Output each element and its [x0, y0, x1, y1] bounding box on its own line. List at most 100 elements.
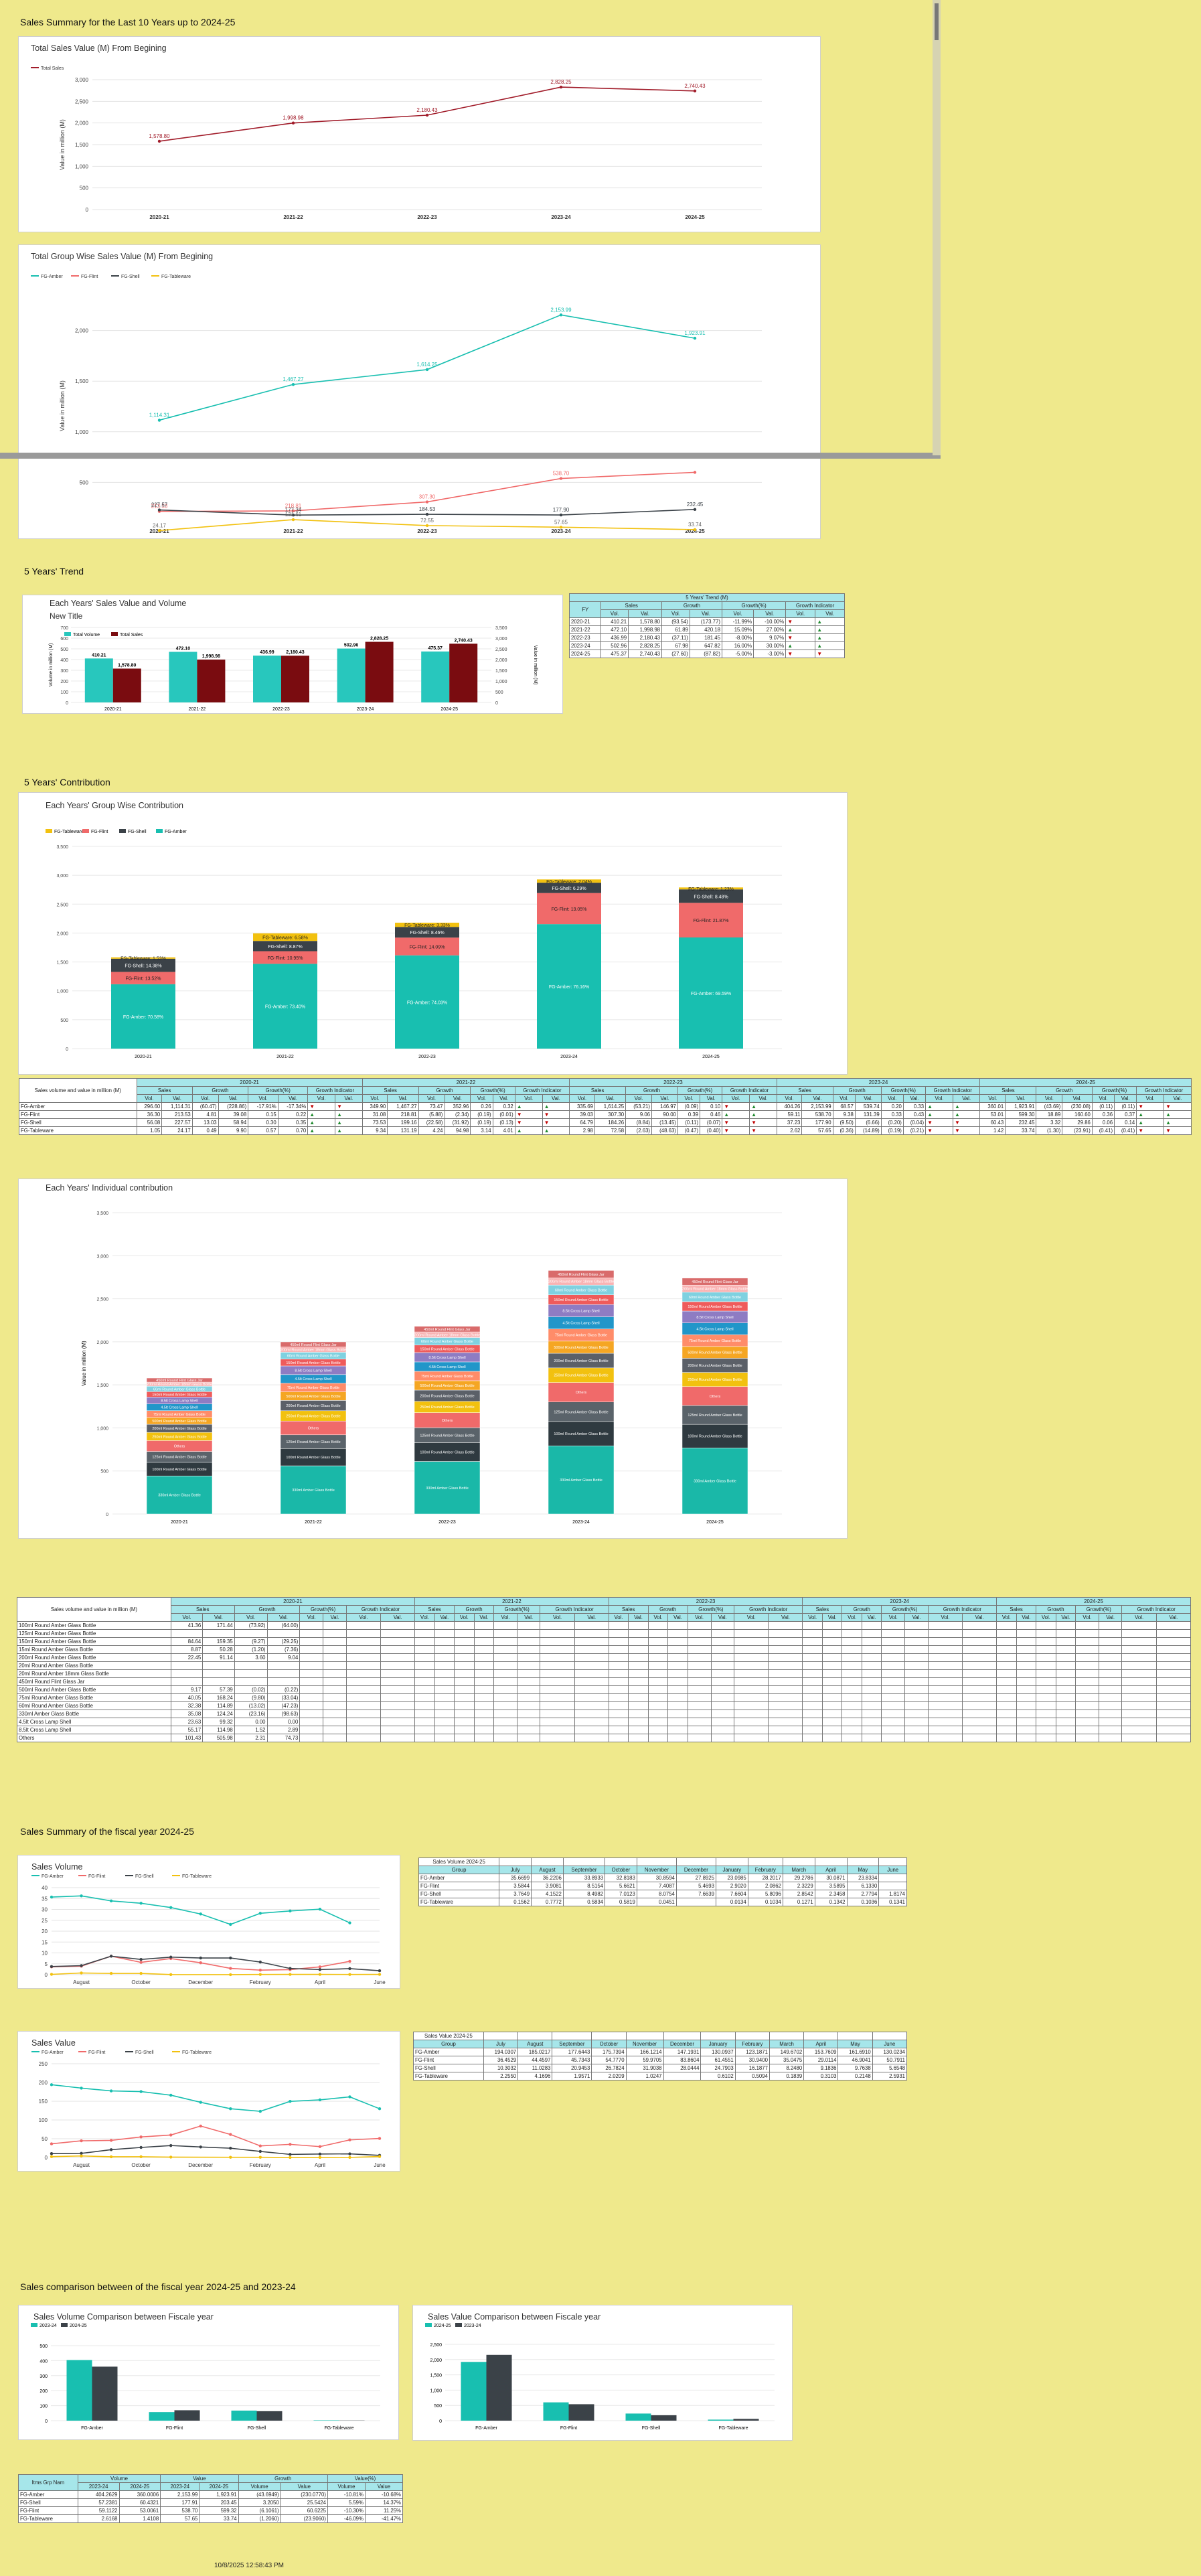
y2-tick-label: 3,500 — [495, 626, 507, 631]
cell: 2024-25 — [568, 650, 602, 658]
data-label: 1,578.80 — [149, 133, 170, 139]
segment-label: 200ml Round Amber 18mm Glass Bottle — [281, 1349, 346, 1353]
y-tick-label: 2,000 — [96, 1341, 108, 1345]
bar-2024-25 — [461, 2362, 487, 2421]
segment-label: 500ml Round Amber Glass Bottle — [688, 1351, 742, 1355]
data-label: 232.45 — [687, 502, 704, 508]
vertical-scrollbar-thumb[interactable] — [935, 3, 939, 40]
cell: 4.24 — [418, 1126, 445, 1135]
segment-label: 75ml Round Amber Glass Bottle — [287, 1386, 339, 1390]
stack-segment — [146, 1475, 213, 1515]
sub-header: Vol. — [470, 1094, 493, 1103]
cell: (6.1061) — [238, 2506, 281, 2515]
cell — [170, 1661, 204, 1670]
data-point — [258, 2149, 262, 2153]
cell: 1,578.80 — [628, 617, 662, 626]
stack-segment — [280, 1448, 347, 1466]
data-point — [291, 518, 295, 522]
sub-header: Val. — [1055, 1613, 1076, 1622]
data-point — [139, 1958, 143, 1961]
horizontal-scrollbar[interactable] — [0, 453, 941, 459]
stack-segment-fg-tableware — [395, 922, 459, 927]
cell: 8.5154 — [562, 1882, 606, 1890]
segment-label: 330ml Amber Glass Bottle — [426, 1487, 469, 1491]
sub-header: Vol. — [661, 609, 690, 618]
cell: 57.65 — [160, 2514, 200, 2523]
cell: (0.04) — [902, 1118, 927, 1127]
cell: 3.32 — [1036, 1118, 1063, 1127]
indicator: ▼ — [785, 617, 816, 626]
segment-label: Others — [308, 1426, 319, 1430]
cell: FG-Amber — [18, 2490, 78, 2499]
cell: 8.2480 — [769, 2064, 805, 2072]
cell: -41.47% — [364, 2514, 404, 2523]
segment-label: 200ml Round Amber 18mm Glass Bottle — [414, 1333, 480, 1337]
cell: 218.81 — [387, 1110, 419, 1119]
data-point — [348, 1921, 351, 1924]
cell: 0.35 — [277, 1118, 309, 1127]
footer-timestamp: 10/8/2025 12:58:43 PM — [214, 2562, 284, 2569]
cell: 29.0114 — [803, 2056, 839, 2064]
segment-label: 4.5lt Cross Lamp Shell — [562, 1322, 599, 1326]
sub-header: Val. — [902, 1094, 927, 1103]
stack-segment — [414, 1442, 481, 1462]
cell: -10.00% — [753, 617, 787, 626]
y-tick-label: 1,500 — [75, 378, 89, 384]
col-header: Growth — [661, 601, 722, 610]
cell: 5.6621 — [605, 1882, 637, 1890]
data-point — [318, 1973, 322, 1976]
segment-label: FG-Shell: 6.29% — [552, 887, 586, 891]
data-point — [258, 2144, 262, 2147]
y-tick-label: 3,500 — [56, 845, 68, 850]
segment-label: FG-Amber: 73.40% — [265, 1005, 305, 1010]
cell: 0.1034 — [747, 1898, 783, 1906]
year-header: 2024-25 — [996, 1597, 1191, 1606]
x-tick-label: April — [315, 1979, 325, 1985]
cell: (23.91) — [1062, 1126, 1093, 1135]
data-point — [559, 526, 563, 529]
indicator: ▲ — [514, 1126, 543, 1135]
y-tick-label: 500 — [60, 1018, 68, 1023]
table-row: FG-Flint 3.5844 3.9081 8.5154 5.6621 7.4087 5.… — [418, 1882, 907, 1890]
data-label: 475.37 — [428, 646, 443, 651]
sub-header: Val. — [689, 609, 722, 618]
col-header: Growth — [418, 1086, 471, 1095]
segment-label: FG-Amber: 74.03% — [407, 1000, 447, 1005]
stack-segment-fg-shell — [679, 889, 743, 903]
cell: 166.1214 — [625, 2048, 664, 2056]
cell: (0.20) — [880, 1118, 904, 1127]
section-title-comparison: Sales comparison between of the fiscal y… — [20, 2281, 296, 2292]
cell: (0.11) — [1091, 1102, 1115, 1111]
table-row: FG-Amber 194.0307 185.0217 177.6443 175.7394… — [413, 2048, 908, 2056]
segment-label: FG-Tableware: 3.33% — [404, 923, 450, 928]
cell: 26.7824 — [591, 2064, 627, 2072]
cell: 161.6910 — [837, 2048, 873, 2056]
sub-header: Val. — [1114, 1094, 1137, 1103]
year-header: 2022-23 — [608, 1597, 803, 1606]
indicator: ▲ — [815, 625, 845, 634]
segment-label: FG-Shell: 8.87% — [268, 945, 302, 950]
sub-header: Vol. — [734, 1613, 769, 1622]
col-header: Sales — [600, 601, 662, 610]
indicator: ▼ — [307, 1102, 336, 1111]
cell: 0.3103 — [803, 2072, 839, 2080]
data-point — [348, 2152, 351, 2155]
cell: 0.37 — [1114, 1110, 1137, 1119]
x-tick-label: February — [250, 1979, 271, 1985]
segment-label: 250ml Round Amber Glass Bottle — [554, 1374, 608, 1378]
col-header: Growth — [1036, 1086, 1093, 1095]
data-label: 2,153.99 — [550, 307, 572, 313]
row-label: 20ml Round Amber 18mm Glass Bottle — [17, 1669, 171, 1678]
fy-volume-table: Sales Volume 2024-25 Group July August Septe… — [418, 1858, 907, 1906]
col-header: Sales — [996, 1605, 1037, 1614]
stack-segment — [682, 1405, 748, 1425]
sub-header: Volume — [238, 2482, 281, 2491]
legend-label: FG-Flint — [88, 2050, 105, 2055]
table-row: Others 101.43 505.98 2.31 74.73 — [17, 1734, 1192, 1742]
y-tick-label: 0 — [45, 2419, 48, 2424]
cell: (1.30) — [1036, 1126, 1063, 1135]
cell: 74.73 — [266, 1734, 301, 1742]
cell: 2.5931 — [872, 2072, 908, 2080]
cell: 0.32 — [492, 1102, 515, 1111]
col-header: Growth Indicator — [722, 1086, 777, 1095]
